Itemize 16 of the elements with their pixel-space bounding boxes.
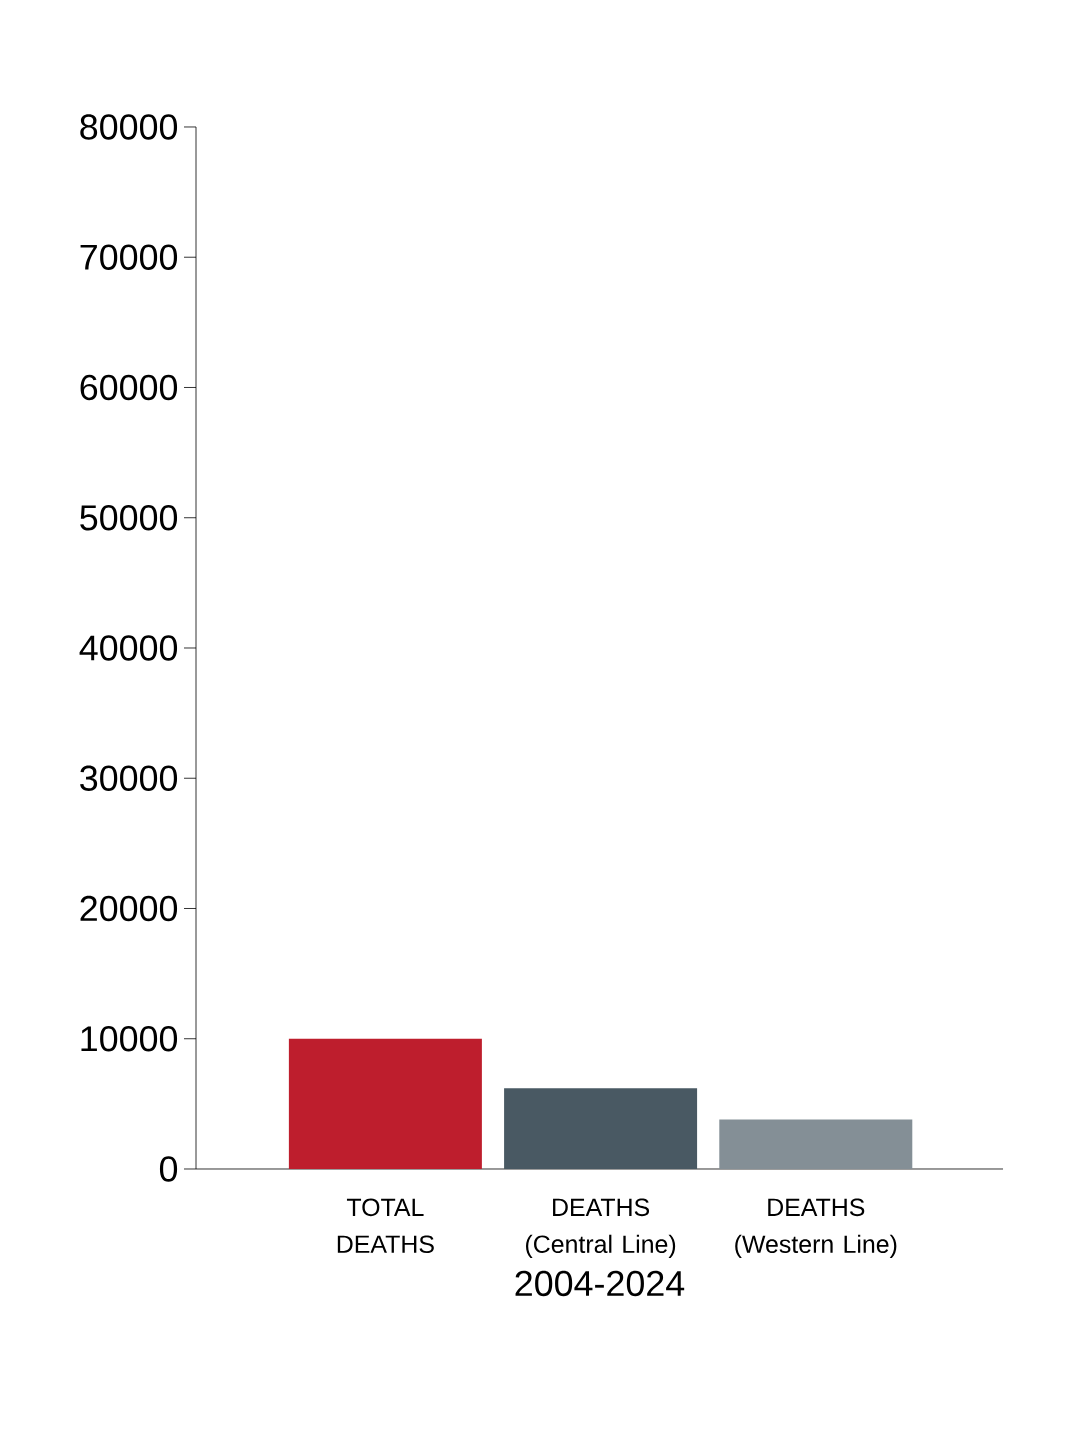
y-tick-label: 80000: [80, 114, 178, 140]
y-tick-label: 50000: [80, 505, 178, 531]
y-tick-label: 60000: [80, 374, 178, 401]
x-tick-label: TOTAL DEATHS: [337, 1198, 434, 1254]
bar: [288, 1038, 482, 1169]
y-tick-label: 30000: [80, 765, 178, 791]
y-tick-label: 40000: [79, 635, 178, 661]
y-tick-label: 20000: [80, 895, 178, 922]
y-tick-label: 0: [159, 1156, 178, 1182]
y-tick-label: 70000: [80, 244, 178, 270]
x-axis-title: 2004-2024: [515, 1270, 685, 1297]
x-tick-label: DEATHS (Central Line): [526, 1198, 676, 1258]
y-tick-label: 10000: [81, 1026, 178, 1052]
bar: [719, 1119, 913, 1169]
x-tick-label: DEATHS (Western Line): [735, 1198, 897, 1258]
bar: [504, 1088, 698, 1169]
